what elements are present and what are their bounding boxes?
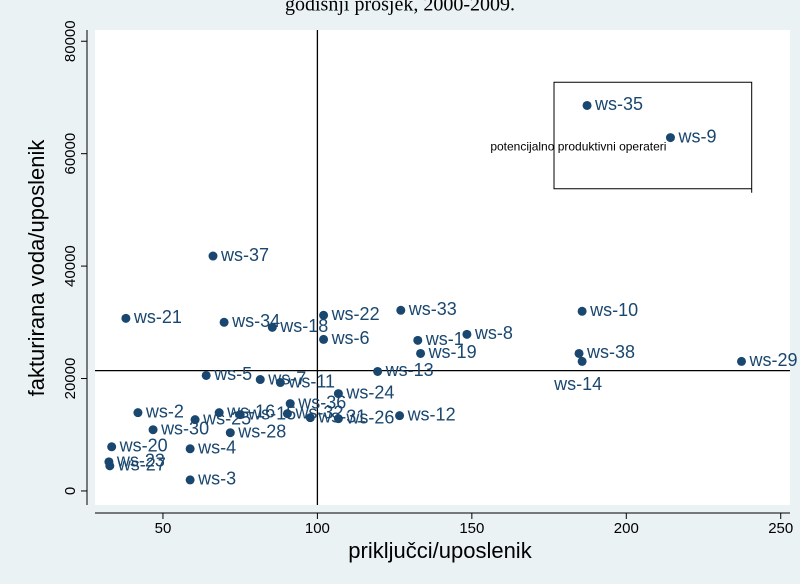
- point-label: ws-9: [677, 126, 716, 146]
- point-label: ws-18: [279, 316, 328, 336]
- point: [214, 408, 224, 418]
- y-tick-label: 20000: [62, 358, 79, 400]
- point-label: ws-35: [594, 94, 643, 114]
- point: [107, 442, 117, 452]
- point: [665, 133, 675, 143]
- point-label: ws-20: [119, 436, 168, 456]
- point: [267, 322, 277, 332]
- y-tick-label: 60000: [62, 133, 79, 175]
- point-label: ws-30: [160, 418, 209, 438]
- x-tick-label: 100: [305, 520, 330, 537]
- point-label: ws-10: [589, 300, 638, 320]
- point-label: ws-36: [297, 392, 346, 412]
- point: [133, 408, 143, 418]
- point: [185, 475, 195, 485]
- point-label: ws-28: [237, 421, 286, 441]
- y-tick-label: 80000: [62, 20, 79, 62]
- x-tick-label: 150: [459, 520, 484, 537]
- point-label: ws-13: [385, 360, 434, 380]
- point-label: ws-37: [220, 245, 269, 265]
- point-label: ws-8: [474, 323, 513, 343]
- point-label: ws-4: [197, 438, 236, 458]
- point: [333, 414, 343, 424]
- y-tick-label: 40000: [62, 245, 79, 287]
- point-label: ws-24: [345, 382, 394, 402]
- point: [275, 378, 285, 388]
- point: [148, 425, 158, 435]
- point-label: ws-11: [287, 371, 335, 391]
- annotation-box: [553, 81, 753, 193]
- point: [413, 335, 423, 345]
- point: [577, 306, 587, 316]
- point: [305, 413, 315, 423]
- point-label: ws-21: [133, 307, 182, 327]
- point: [219, 317, 229, 327]
- point: [121, 313, 131, 323]
- point: [225, 428, 235, 438]
- point-label: ws-19: [428, 342, 477, 362]
- point: [255, 375, 265, 385]
- point-label: ws-27: [117, 455, 166, 475]
- y-tick-label: 0: [62, 487, 79, 495]
- point-label: ws-29: [749, 350, 798, 370]
- point: [396, 305, 406, 315]
- point: [373, 366, 383, 376]
- point: [201, 370, 211, 380]
- x-tick-label: 250: [768, 520, 793, 537]
- point: [319, 310, 329, 320]
- point: [462, 329, 472, 339]
- point-label: ws-34: [231, 311, 280, 331]
- point-label: ws-32: [294, 402, 343, 422]
- point: [235, 410, 245, 420]
- point-label: ws-3: [197, 469, 236, 489]
- point: [105, 461, 115, 471]
- point: [395, 411, 405, 421]
- plot-area: [95, 30, 790, 505]
- point-label: ws-2: [145, 401, 184, 421]
- point-label: ws-14: [553, 374, 602, 394]
- point-label: ws-26: [345, 407, 394, 427]
- annotation: potencijalno produktivni operateri: [490, 140, 666, 154]
- point-label: ws-5: [213, 364, 252, 384]
- point: [333, 389, 343, 399]
- point-label: ws-1: [425, 329, 464, 349]
- point-label: ws-12: [407, 404, 456, 424]
- chart-title: godišnji prosjek, 2000-2009.: [285, 0, 515, 16]
- x-tick-label: 200: [614, 520, 639, 537]
- x-axis-title: priključci/uposlenik: [348, 538, 532, 563]
- point: [208, 251, 218, 261]
- point-label: ws-38: [586, 342, 635, 362]
- point: [577, 356, 587, 366]
- point: [185, 444, 195, 454]
- point-label: ws-33: [408, 299, 457, 319]
- y-axis-title: fakturirana voda/uposlenik: [24, 139, 49, 397]
- point-label: ws-6: [331, 328, 370, 348]
- point: [282, 409, 292, 419]
- point-label: ws-31: [317, 406, 366, 426]
- point: [737, 356, 747, 366]
- point-label: ws-22: [331, 304, 380, 324]
- x-tick-label: 50: [155, 520, 172, 537]
- point-label: ws-23: [116, 451, 165, 471]
- point: [190, 415, 200, 425]
- point: [319, 334, 329, 344]
- point: [582, 100, 592, 110]
- point-label: ws-15: [247, 403, 296, 423]
- point: [285, 399, 295, 409]
- point: [574, 348, 584, 358]
- point: [416, 348, 426, 358]
